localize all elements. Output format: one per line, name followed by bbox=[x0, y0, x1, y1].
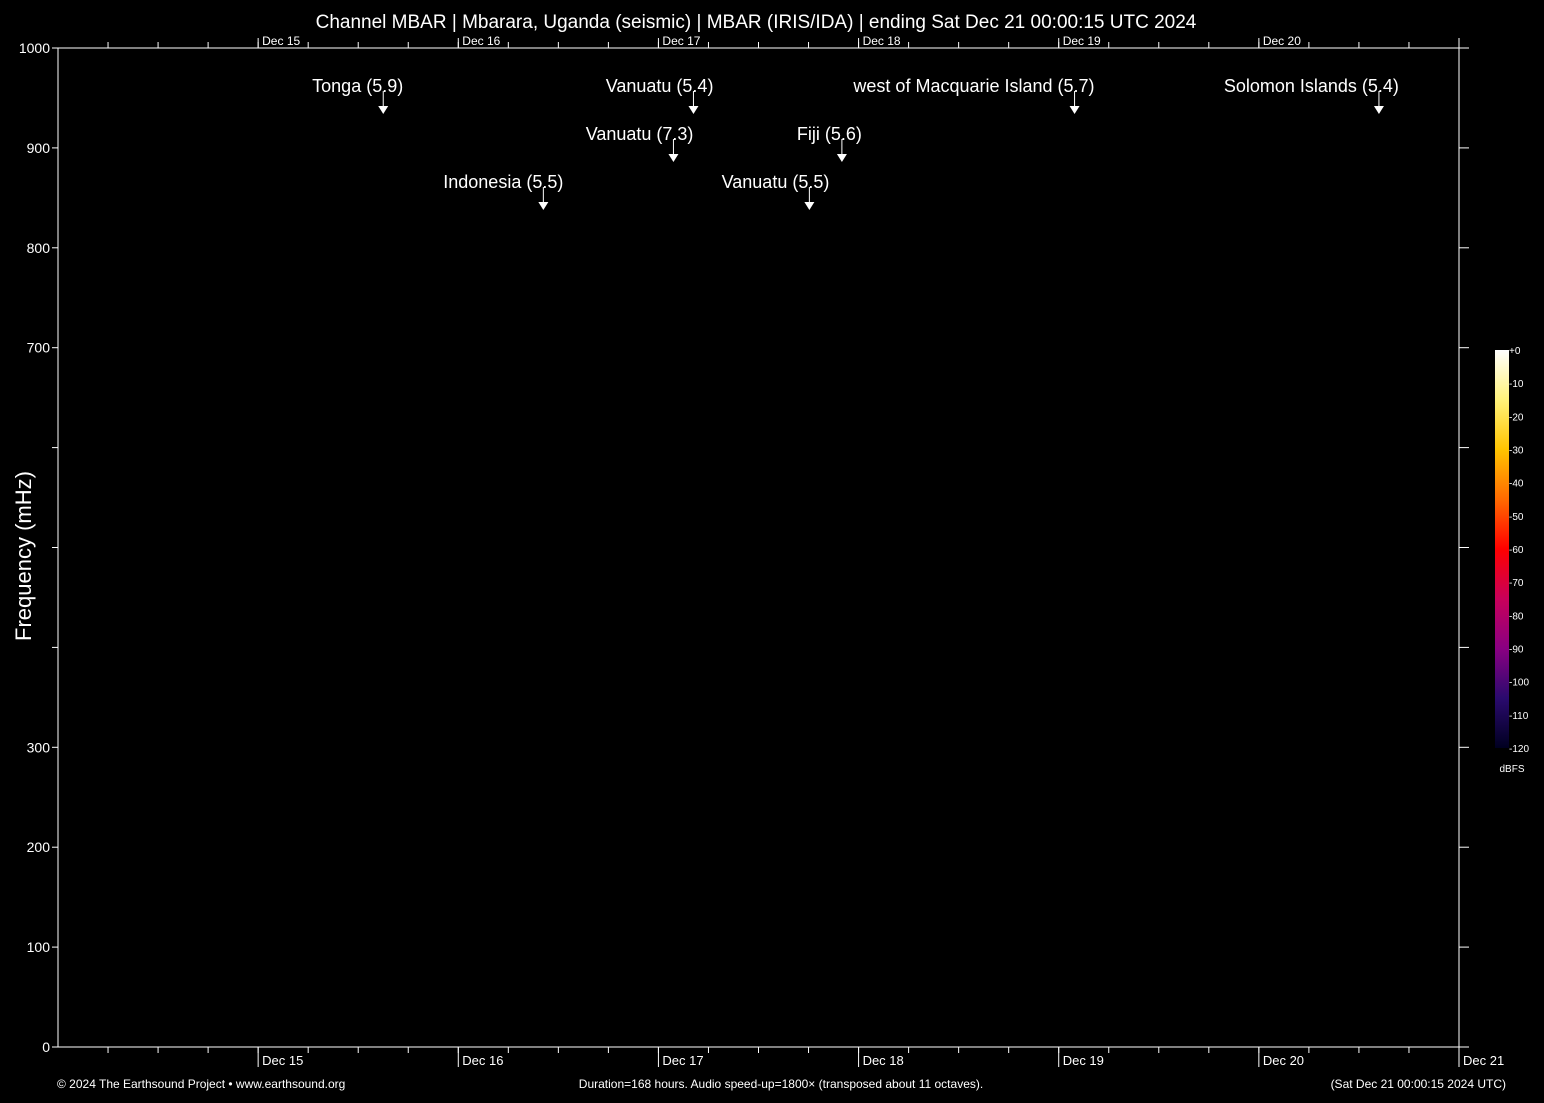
colorbar-tick-label: -20 bbox=[1509, 412, 1524, 423]
event-label: Solomon Islands (5.4) bbox=[1224, 76, 1399, 96]
event-annotation: Vanuatu (5.5) bbox=[722, 172, 830, 210]
event-arrow-head bbox=[378, 106, 389, 114]
colorbar-tick-label: -60 bbox=[1509, 545, 1524, 556]
event-annotation: Indonesia (5.5) bbox=[443, 172, 563, 210]
event-arrow-head bbox=[668, 154, 679, 162]
x-day-label-top: Dec 20 bbox=[1263, 34, 1301, 48]
colorbar-tick-label: -50 bbox=[1509, 512, 1524, 523]
x-day-label-top: Dec 17 bbox=[662, 34, 700, 48]
y-tick-label: 0 bbox=[42, 1039, 50, 1055]
event-label: west of Macquarie Island (5.7) bbox=[852, 76, 1094, 96]
x-day-label-bottom: Dec 20 bbox=[1263, 1053, 1304, 1068]
event-arrow-head bbox=[1373, 106, 1384, 114]
event-annotation: Fiji (5.6) bbox=[797, 124, 862, 162]
plot-area bbox=[58, 48, 1459, 1047]
colorbar-unit-label: dBFS bbox=[1499, 764, 1524, 775]
y-tick-label: 200 bbox=[27, 839, 51, 855]
colorbar-gradient bbox=[1495, 350, 1509, 748]
event-arrow-head bbox=[538, 202, 549, 210]
y-tick-label: 300 bbox=[27, 739, 51, 755]
colorbar-tick-label: -30 bbox=[1509, 446, 1524, 457]
colorbar-tick-label: -120 bbox=[1509, 744, 1529, 755]
colorbar-tick-label: +0 bbox=[1509, 346, 1521, 357]
footer-copyright: © 2024 The Earthsound Project • www.eart… bbox=[57, 1077, 345, 1091]
x-day-label-bottom: Dec 16 bbox=[462, 1053, 503, 1068]
x-day-label-bottom: Dec 15 bbox=[262, 1053, 303, 1068]
footer-end-time: (Sat Dec 21 00:00:15 2024 UTC) bbox=[1331, 1077, 1506, 1091]
event-annotation: Vanuatu (5.4) bbox=[606, 76, 714, 114]
x-day-label-top: Dec 19 bbox=[1063, 34, 1101, 48]
y-axis-label: Frequency (mHz) bbox=[11, 471, 36, 641]
x-day-label-top: Dec 15 bbox=[262, 34, 300, 48]
event-label: Tonga (5.9) bbox=[312, 76, 403, 96]
event-annotation: west of Macquarie Island (5.7) bbox=[852, 76, 1095, 114]
event-label: Vanuatu (7.3) bbox=[586, 124, 694, 144]
colorbar-tick-label: -90 bbox=[1509, 645, 1524, 656]
event-label: Vanuatu (5.4) bbox=[606, 76, 714, 96]
x-day-label-bottom: Dec 21 bbox=[1463, 1053, 1504, 1068]
x-day-label-bottom: Dec 17 bbox=[662, 1053, 703, 1068]
event-arrow-head bbox=[1069, 106, 1080, 114]
x-day-label-top: Dec 16 bbox=[462, 34, 500, 48]
x-day-label-bottom: Dec 19 bbox=[1063, 1053, 1104, 1068]
y-tick-label: 1000 bbox=[19, 40, 50, 56]
colorbar-tick-label: -100 bbox=[1509, 678, 1529, 689]
event-annotation: Vanuatu (7.3) bbox=[586, 124, 694, 162]
y-tick-label: 100 bbox=[27, 939, 51, 955]
footer-duration: Duration=168 hours. Audio speed-up=1800×… bbox=[579, 1077, 983, 1091]
x-day-label-top: Dec 18 bbox=[863, 34, 901, 48]
event-annotation: Tonga (5.9) bbox=[312, 76, 403, 114]
colorbar-tick-label: -10 bbox=[1509, 379, 1524, 390]
event-label: Fiji (5.6) bbox=[797, 124, 862, 144]
colorbar-tick-label: -40 bbox=[1509, 479, 1524, 490]
y-tick-label: 800 bbox=[27, 240, 51, 256]
event-label: Indonesia (5.5) bbox=[443, 172, 563, 192]
event-arrow-head bbox=[836, 154, 847, 162]
colorbar-tick-label: -110 bbox=[1509, 711, 1529, 722]
colorbar-tick-label: -70 bbox=[1509, 578, 1524, 589]
y-tick-label: 700 bbox=[27, 340, 51, 356]
x-day-label-bottom: Dec 18 bbox=[863, 1053, 904, 1068]
y-tick-label: 900 bbox=[27, 140, 51, 156]
event-label: Vanuatu (5.5) bbox=[722, 172, 830, 192]
chart-title: Channel MBAR | Mbarara, Uganda (seismic)… bbox=[316, 12, 1197, 33]
event-arrow-head bbox=[688, 106, 699, 114]
event-annotation: Solomon Islands (5.4) bbox=[1224, 76, 1399, 114]
colorbar-tick-label: -80 bbox=[1509, 611, 1524, 622]
event-arrow-head bbox=[804, 202, 815, 210]
